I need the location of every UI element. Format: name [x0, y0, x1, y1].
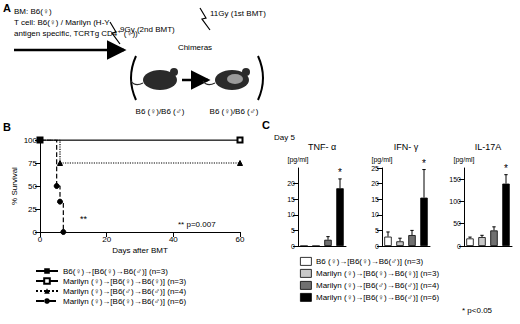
- svg-text:40: 40: [169, 235, 178, 244]
- svg-text:20: 20: [287, 180, 295, 187]
- svg-text:100: 100: [24, 136, 38, 145]
- svg-text:Days after BMT: Days after BMT: [112, 246, 168, 255]
- svg-text:25: 25: [28, 205, 37, 214]
- svg-text:0: 0: [38, 235, 43, 244]
- svg-text:**: **: [80, 214, 88, 224]
- svg-text:B6 (♀)/B6 (♂): B6 (♀)/B6 (♂): [210, 107, 259, 116]
- svg-text:Marilyn (♀)→[B6(♀)→B6(♂)] (n=6: Marilyn (♀)→[B6(♀)→B6(♂)] (n=6): [316, 293, 439, 302]
- svg-text:A: A: [3, 2, 11, 14]
- svg-text:T cell: B6(♀) / Marilyn (H-Y: T cell: B6(♀) / Marilyn (H-Y: [14, 18, 110, 27]
- svg-text:[pg/ml]: [pg/ml]: [287, 156, 308, 164]
- svg-text:*: *: [504, 163, 508, 174]
- svg-text:* p<0.05: * p<0.05: [462, 306, 493, 315]
- svg-text:% Survival: % Survival: [10, 167, 19, 205]
- svg-text:C: C: [262, 119, 270, 131]
- svg-text:Day 5: Day 5: [274, 133, 295, 142]
- svg-text:Marilyn (♀)→[B6(♂)→B6(♂)] (n=4: Marilyn (♀)→[B6(♂)→B6(♂)] (n=4): [316, 281, 439, 290]
- svg-text:0: 0: [291, 243, 295, 250]
- svg-text:B6(♀)→[B6(♀)→B6(♂)] (n=3): B6(♀)→[B6(♀)→B6(♂)] (n=3): [63, 267, 168, 276]
- svg-text:11Gy (1st BMT): 11Gy (1st BMT): [210, 9, 266, 18]
- svg-text:[pg/ml]: [pg/ml]: [453, 156, 474, 164]
- svg-text:B: B: [3, 121, 11, 133]
- svg-text:*: *: [422, 158, 426, 169]
- svg-text:** p=0.007: ** p=0.007: [178, 220, 216, 229]
- svg-text:15: 15: [371, 196, 379, 203]
- svg-text:20: 20: [102, 235, 111, 244]
- svg-text:100: 100: [449, 198, 461, 205]
- svg-text:75: 75: [28, 159, 37, 168]
- svg-text:5: 5: [291, 227, 295, 234]
- svg-text:Marilyn (♀)→[B6(♂)→B6(♂)] (n=4: Marilyn (♀)→[B6(♂)→B6(♂)] (n=4): [63, 287, 186, 296]
- svg-text:0: 0: [457, 243, 461, 250]
- svg-text:50: 50: [453, 220, 461, 227]
- svg-text:0: 0: [32, 227, 37, 237]
- svg-text:20: 20: [371, 180, 379, 187]
- svg-text:Marilyn (♀)→[B6(♀)→B6(♀)] (n=3: Marilyn (♀)→[B6(♀)→B6(♀)] (n=3): [63, 277, 186, 286]
- svg-text:*: *: [338, 167, 342, 178]
- svg-text:5: 5: [375, 227, 379, 234]
- svg-text:50: 50: [28, 182, 37, 191]
- svg-text:15: 15: [287, 196, 295, 203]
- svg-text:Marilyn (♀)→[B6(♀)→B6(♀)] (n=3: Marilyn (♀)→[B6(♀)→B6(♀)] (n=3): [316, 269, 439, 278]
- svg-text:B6 (♀)→[B6(♀)→B6(♂)] (n=3): B6 (♀)→[B6(♀)→B6(♂)] (n=3): [316, 257, 423, 266]
- svg-text:IFN- γ: IFN- γ: [394, 142, 419, 152]
- svg-text:BM: B6(♀): BM: B6(♀): [14, 7, 52, 16]
- svg-text:IL-17A: IL-17A: [475, 142, 502, 152]
- svg-text:10: 10: [371, 211, 379, 218]
- svg-text:antigen specific, TCRTg CD4⁺ (: antigen specific, TCRTg CD4⁺ (♀)): [14, 29, 138, 38]
- svg-text:0: 0: [375, 243, 379, 250]
- svg-text:B6 (♀)/B6 (♂): B6 (♀)/B6 (♂): [136, 107, 185, 116]
- svg-text:Marilyn (♀)→[B6(♀)→B6(♂)] (n=6: Marilyn (♀)→[B6(♀)→B6(♂)] (n=6): [63, 297, 186, 306]
- svg-text:[pg/ml]: [pg/ml]: [371, 156, 392, 164]
- svg-text:60: 60: [236, 235, 245, 244]
- svg-text:25: 25: [371, 165, 379, 172]
- svg-text:150: 150: [449, 176, 461, 183]
- svg-text:Chimeras: Chimeras: [178, 43, 212, 52]
- svg-text:9Gy (2nd BMT): 9Gy (2nd BMT): [120, 25, 175, 34]
- svg-text:10: 10: [287, 211, 295, 218]
- svg-text:TNF- α: TNF- α: [308, 142, 336, 152]
